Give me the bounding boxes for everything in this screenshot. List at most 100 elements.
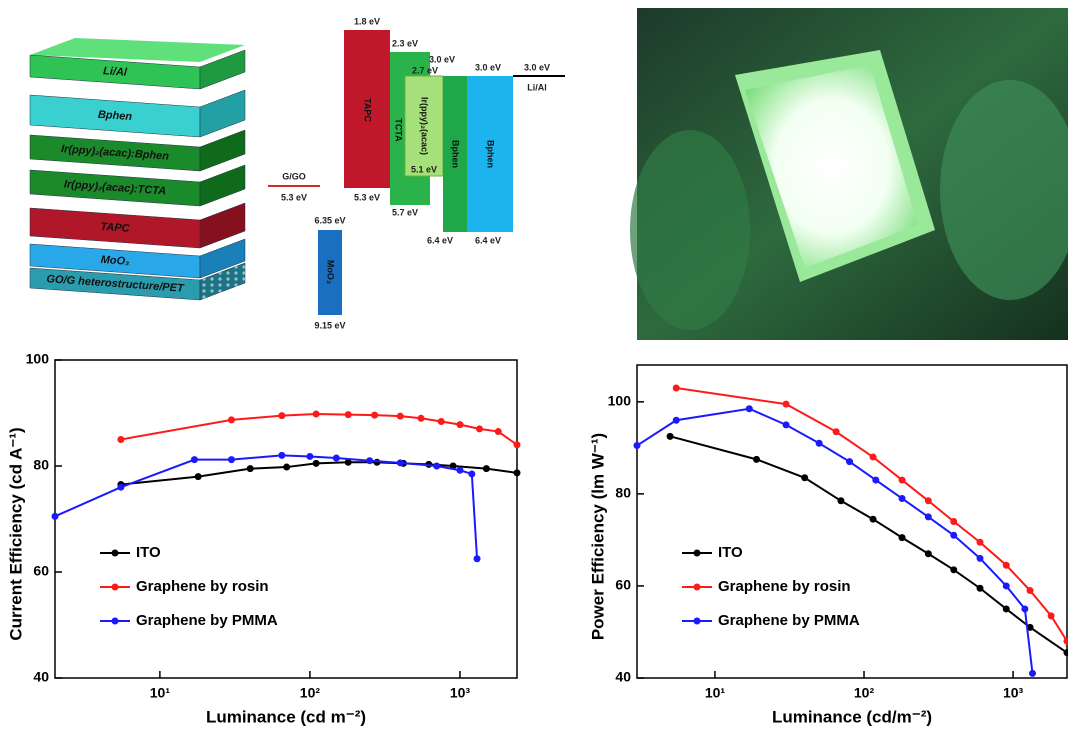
material-label: Ir(ppy)₂(acac) <box>420 97 430 155</box>
data-point <box>846 458 853 465</box>
data-point <box>195 473 202 480</box>
layer-side <box>200 165 245 206</box>
legend-swatch <box>694 584 701 591</box>
material-label: TCTA <box>394 118 404 142</box>
data-point <box>1029 670 1036 677</box>
data-point <box>438 418 445 425</box>
data-point <box>977 585 984 592</box>
y-tick-label: 80 <box>615 485 631 501</box>
data-point <box>278 452 285 459</box>
data-point <box>899 534 906 541</box>
data-point <box>474 555 481 562</box>
level-label: 5.3 eV <box>354 192 380 202</box>
data-point <box>468 470 475 477</box>
data-point <box>313 460 320 467</box>
data-point <box>333 455 340 462</box>
series-line <box>637 409 1033 674</box>
data-point <box>872 477 879 484</box>
data-point <box>746 405 753 412</box>
data-point <box>837 497 844 504</box>
x-axis-title: Luminance (cd/m⁻²) <box>772 707 932 726</box>
data-point <box>228 456 235 463</box>
data-point <box>1003 605 1010 612</box>
data-point <box>1003 562 1010 569</box>
level-label: 9.15 eV <box>314 320 345 330</box>
layer-label: Li/Al <box>103 65 129 79</box>
data-point <box>950 518 957 525</box>
x-tick-label: 10³ <box>450 685 471 701</box>
layer-label: TAPC <box>100 221 131 235</box>
data-point <box>514 441 521 448</box>
data-point <box>950 532 957 539</box>
level-label: 6.4 eV <box>427 235 453 245</box>
data-point <box>52 513 59 520</box>
hand <box>630 130 750 330</box>
data-point <box>833 428 840 435</box>
material-label: G/GO <box>282 171 306 181</box>
level-label: 3.0 eV <box>524 62 550 72</box>
data-point <box>306 453 313 460</box>
data-point <box>925 550 932 557</box>
legend-label: Graphene by PMMA <box>718 612 860 629</box>
series-line <box>121 414 517 445</box>
level-label: 5.1 eV <box>411 164 437 174</box>
y-tick-label: 80 <box>33 457 49 473</box>
data-point <box>191 456 198 463</box>
legend-label: Graphene by rosin <box>718 578 851 595</box>
level-label: 2.3 eV <box>392 38 418 48</box>
layer-side <box>200 90 245 137</box>
data-point <box>1048 612 1055 619</box>
data-point <box>801 474 808 481</box>
data-point <box>1003 582 1010 589</box>
plot-frame <box>637 365 1067 678</box>
data-point <box>816 440 823 447</box>
level-label: 2.7 eV <box>412 65 438 75</box>
x-tick-label: 10¹ <box>705 685 726 701</box>
data-point <box>753 456 760 463</box>
y-tick-label: 100 <box>26 351 50 367</box>
material-label: TAPC <box>363 98 373 122</box>
device-stack: GO/G heterostructure/PETMoO₃TAPCIr(ppy)₂… <box>30 38 245 300</box>
material-label: Bphen <box>451 140 461 168</box>
data-point <box>977 539 984 546</box>
y-tick-label: 60 <box>33 563 49 579</box>
level-label: 3.0 eV <box>429 54 455 64</box>
data-point <box>247 465 254 472</box>
data-point <box>117 436 124 443</box>
data-point <box>783 421 790 428</box>
level-label: 6.35 eV <box>314 215 345 225</box>
data-point <box>345 411 352 418</box>
level-label: 5.7 eV <box>392 207 418 217</box>
level-label: 3.0 eV <box>475 62 501 72</box>
data-point <box>514 469 521 476</box>
data-point <box>433 463 440 470</box>
y-tick-label: 40 <box>33 669 49 685</box>
data-point <box>313 411 320 418</box>
level-label: 6.4 eV <box>475 235 501 245</box>
data-point <box>417 415 424 422</box>
data-point <box>117 484 124 491</box>
data-point <box>278 412 285 419</box>
data-point <box>283 464 290 471</box>
legend-swatch <box>112 618 119 625</box>
energy-diagram: G/GO Li/Al TAPC TCTA Ir(ppy)₂(acac) Bphe… <box>268 16 565 330</box>
data-point <box>634 442 641 449</box>
data-point <box>397 413 404 420</box>
data-point <box>483 465 490 472</box>
layer-label: MoO₃ <box>100 254 129 268</box>
x-tick-label: 10² <box>854 685 875 701</box>
legend-swatch <box>112 584 119 591</box>
layer-side <box>200 203 245 248</box>
layer-side <box>200 130 245 171</box>
legend-swatch <box>694 618 701 625</box>
data-point <box>456 467 463 474</box>
legend-label: ITO <box>718 544 743 561</box>
legend-label: Graphene by PMMA <box>136 612 278 629</box>
data-point <box>950 566 957 573</box>
legend-label: Graphene by rosin <box>136 578 269 595</box>
data-point <box>476 425 483 432</box>
data-point <box>1021 605 1028 612</box>
data-point <box>371 412 378 419</box>
data-point <box>1027 587 1034 594</box>
